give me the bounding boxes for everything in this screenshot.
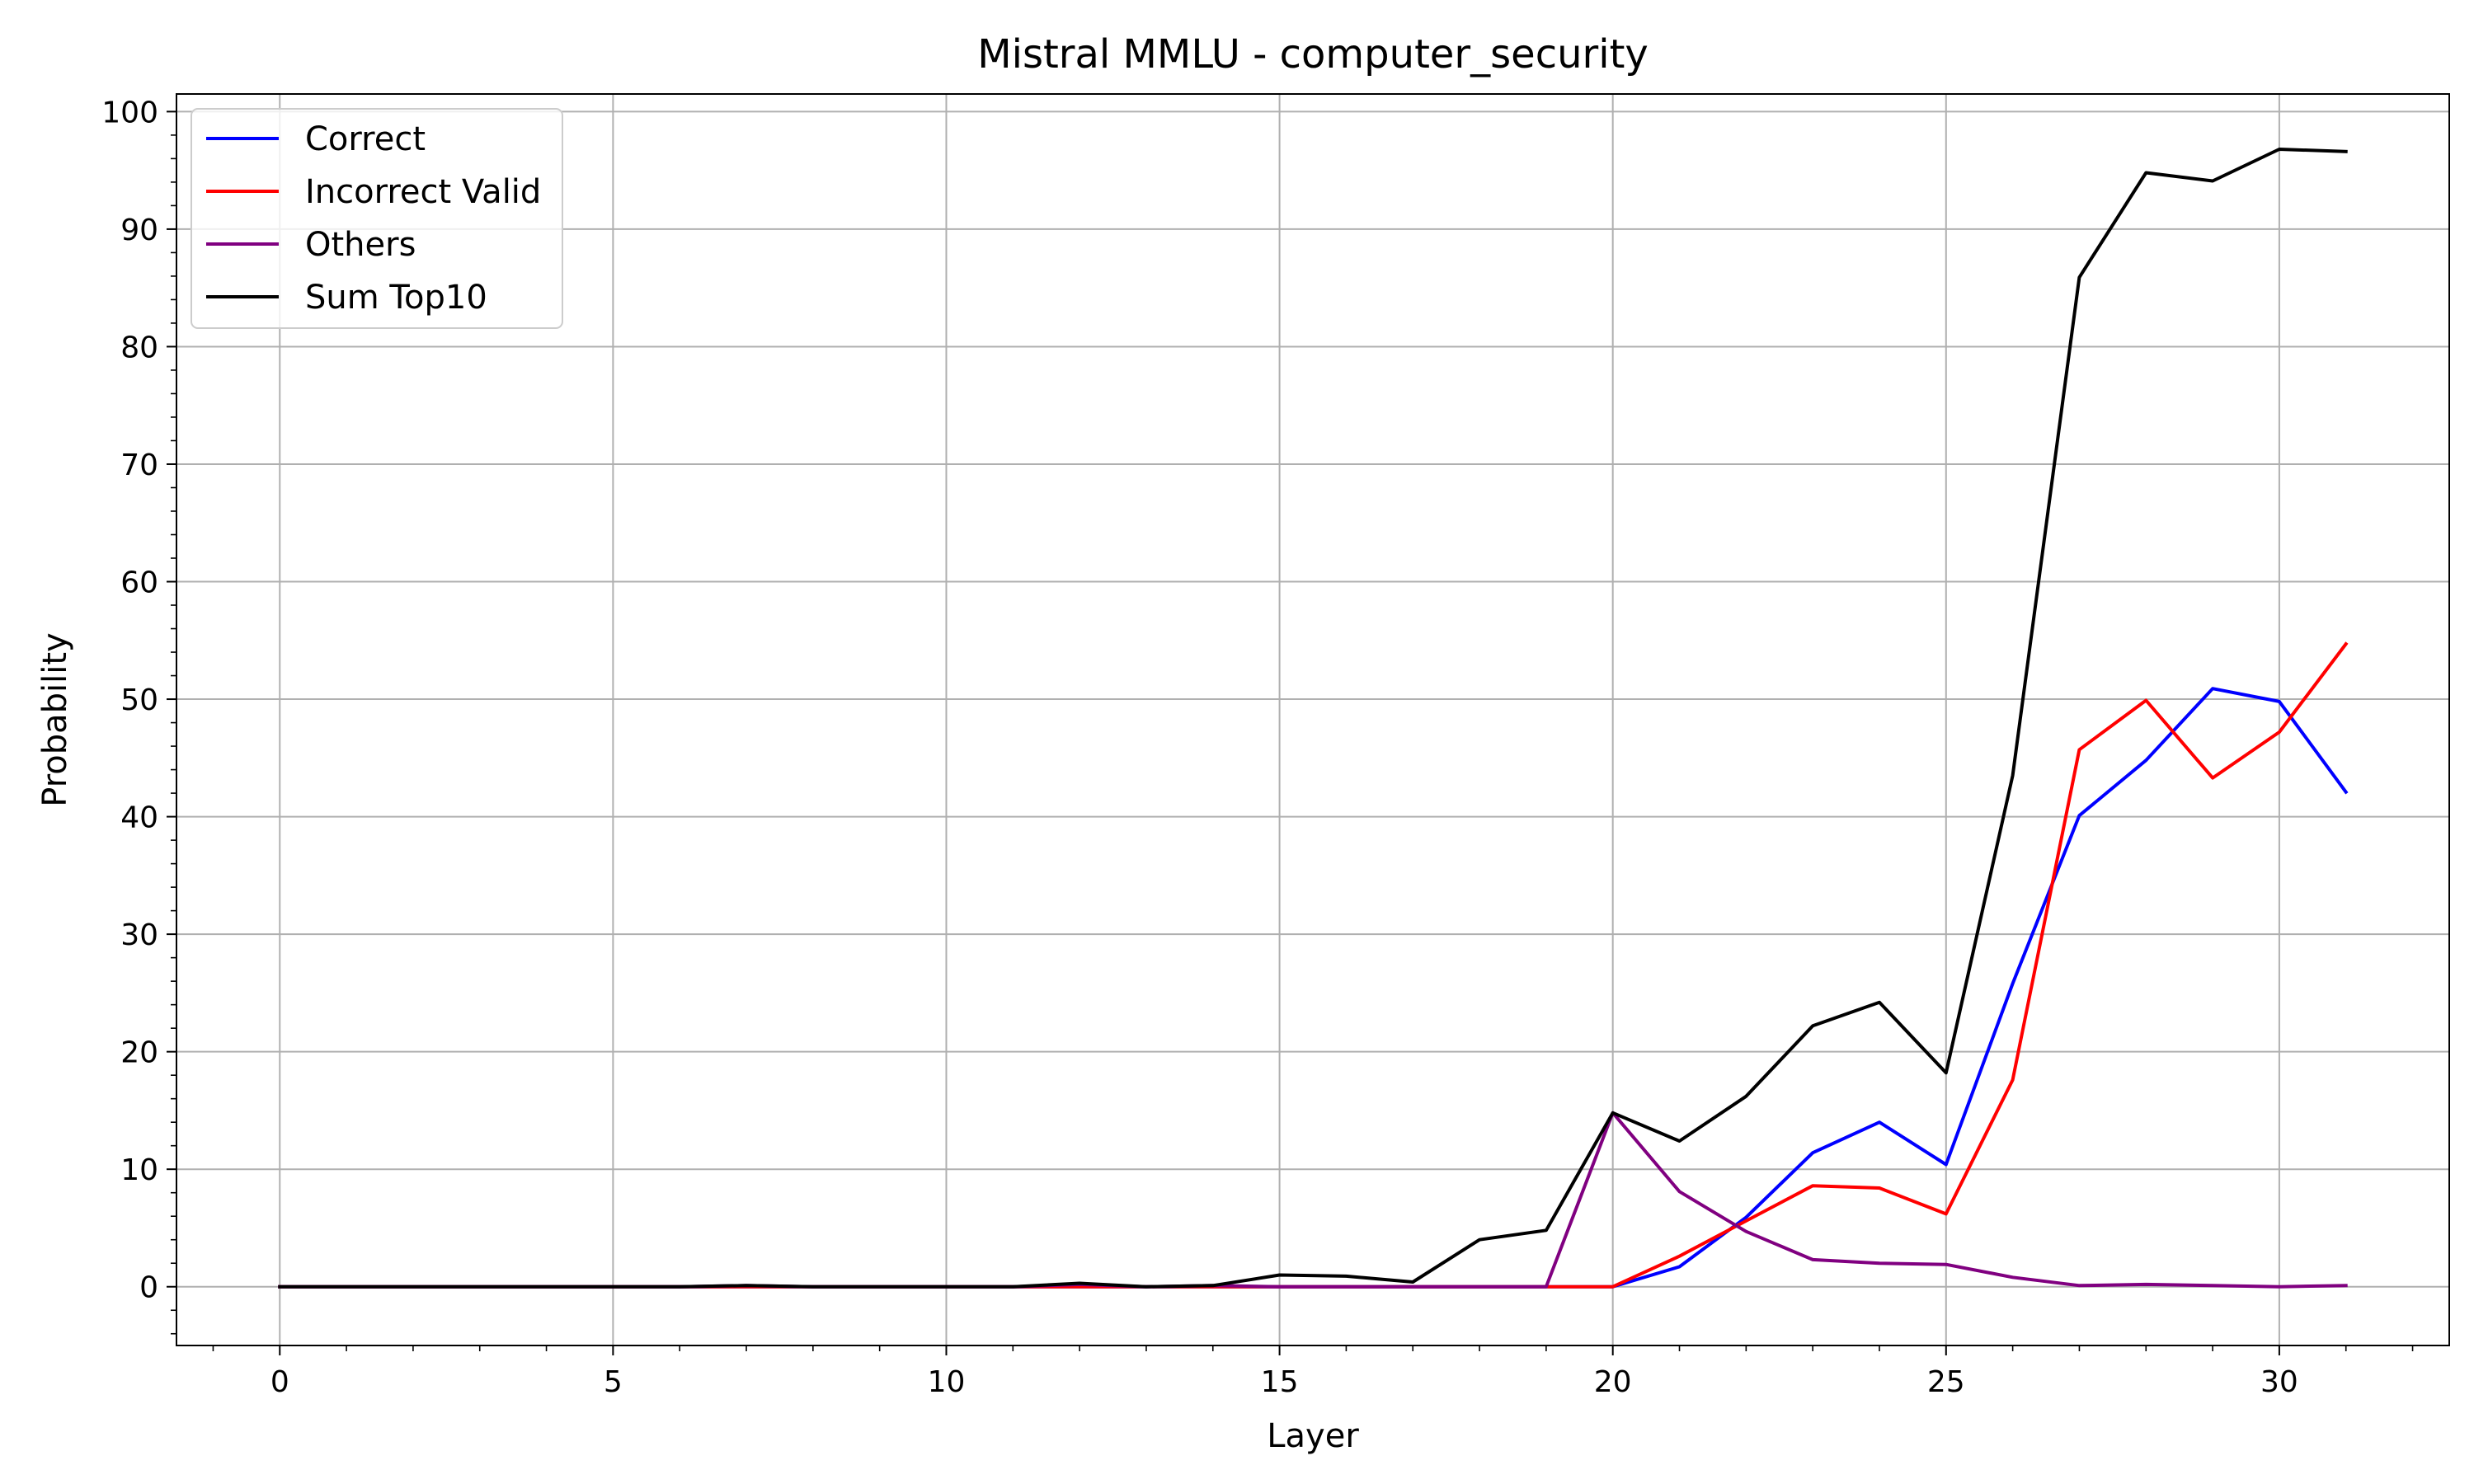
y-tick-label: 30	[120, 918, 158, 952]
y-tick-label: 10	[120, 1153, 158, 1187]
y-tick-label: 0	[139, 1271, 158, 1305]
x-tick-label: 20	[1594, 1365, 1632, 1399]
y-tick-label: 90	[120, 214, 158, 247]
chart-title: Mistral MMLU - computer_security	[977, 31, 1649, 77]
minor-ticks	[171, 134, 2414, 1351]
y-tick-label: 100	[101, 96, 158, 129]
x-axis-label: Layer	[1267, 1417, 1359, 1455]
y-tick-label: 50	[120, 683, 158, 717]
y-tick-label: 60	[120, 566, 158, 600]
legend: Correct Incorrect Valid Others Sum Top10	[190, 108, 563, 329]
legend-label-incorrect-valid: Incorrect Valid	[305, 173, 541, 211]
y-tick-label: 80	[120, 331, 158, 364]
y-tick-label: 40	[120, 801, 158, 835]
legend-label-correct: Correct	[305, 120, 426, 158]
x-tick-label: 5	[604, 1365, 623, 1399]
y-tick-label: 20	[120, 1036, 158, 1070]
legend-box	[190, 108, 563, 329]
x-tick-label: 25	[1927, 1365, 1965, 1399]
x-tick-label: 15	[1261, 1365, 1299, 1399]
series-lines	[278, 148, 2349, 1289]
axis-ticks: 0 5 10 15 20 25 30 0 10 20 30 40 50 60 70 80 90 100	[101, 96, 2298, 1399]
x-tick-label: 0	[270, 1365, 289, 1399]
x-tick-label: 30	[2260, 1365, 2298, 1399]
y-axis-label: Probability	[36, 632, 74, 806]
y-tick-label: 70	[120, 448, 158, 482]
legend-label-others: Others	[305, 226, 416, 264]
legend-label-sum-top10: Sum Top10	[305, 279, 487, 317]
x-tick-label: 10	[928, 1365, 966, 1399]
plot-area-frame	[176, 93, 2450, 1346]
series-line-sum-top10	[278, 148, 2348, 1289]
